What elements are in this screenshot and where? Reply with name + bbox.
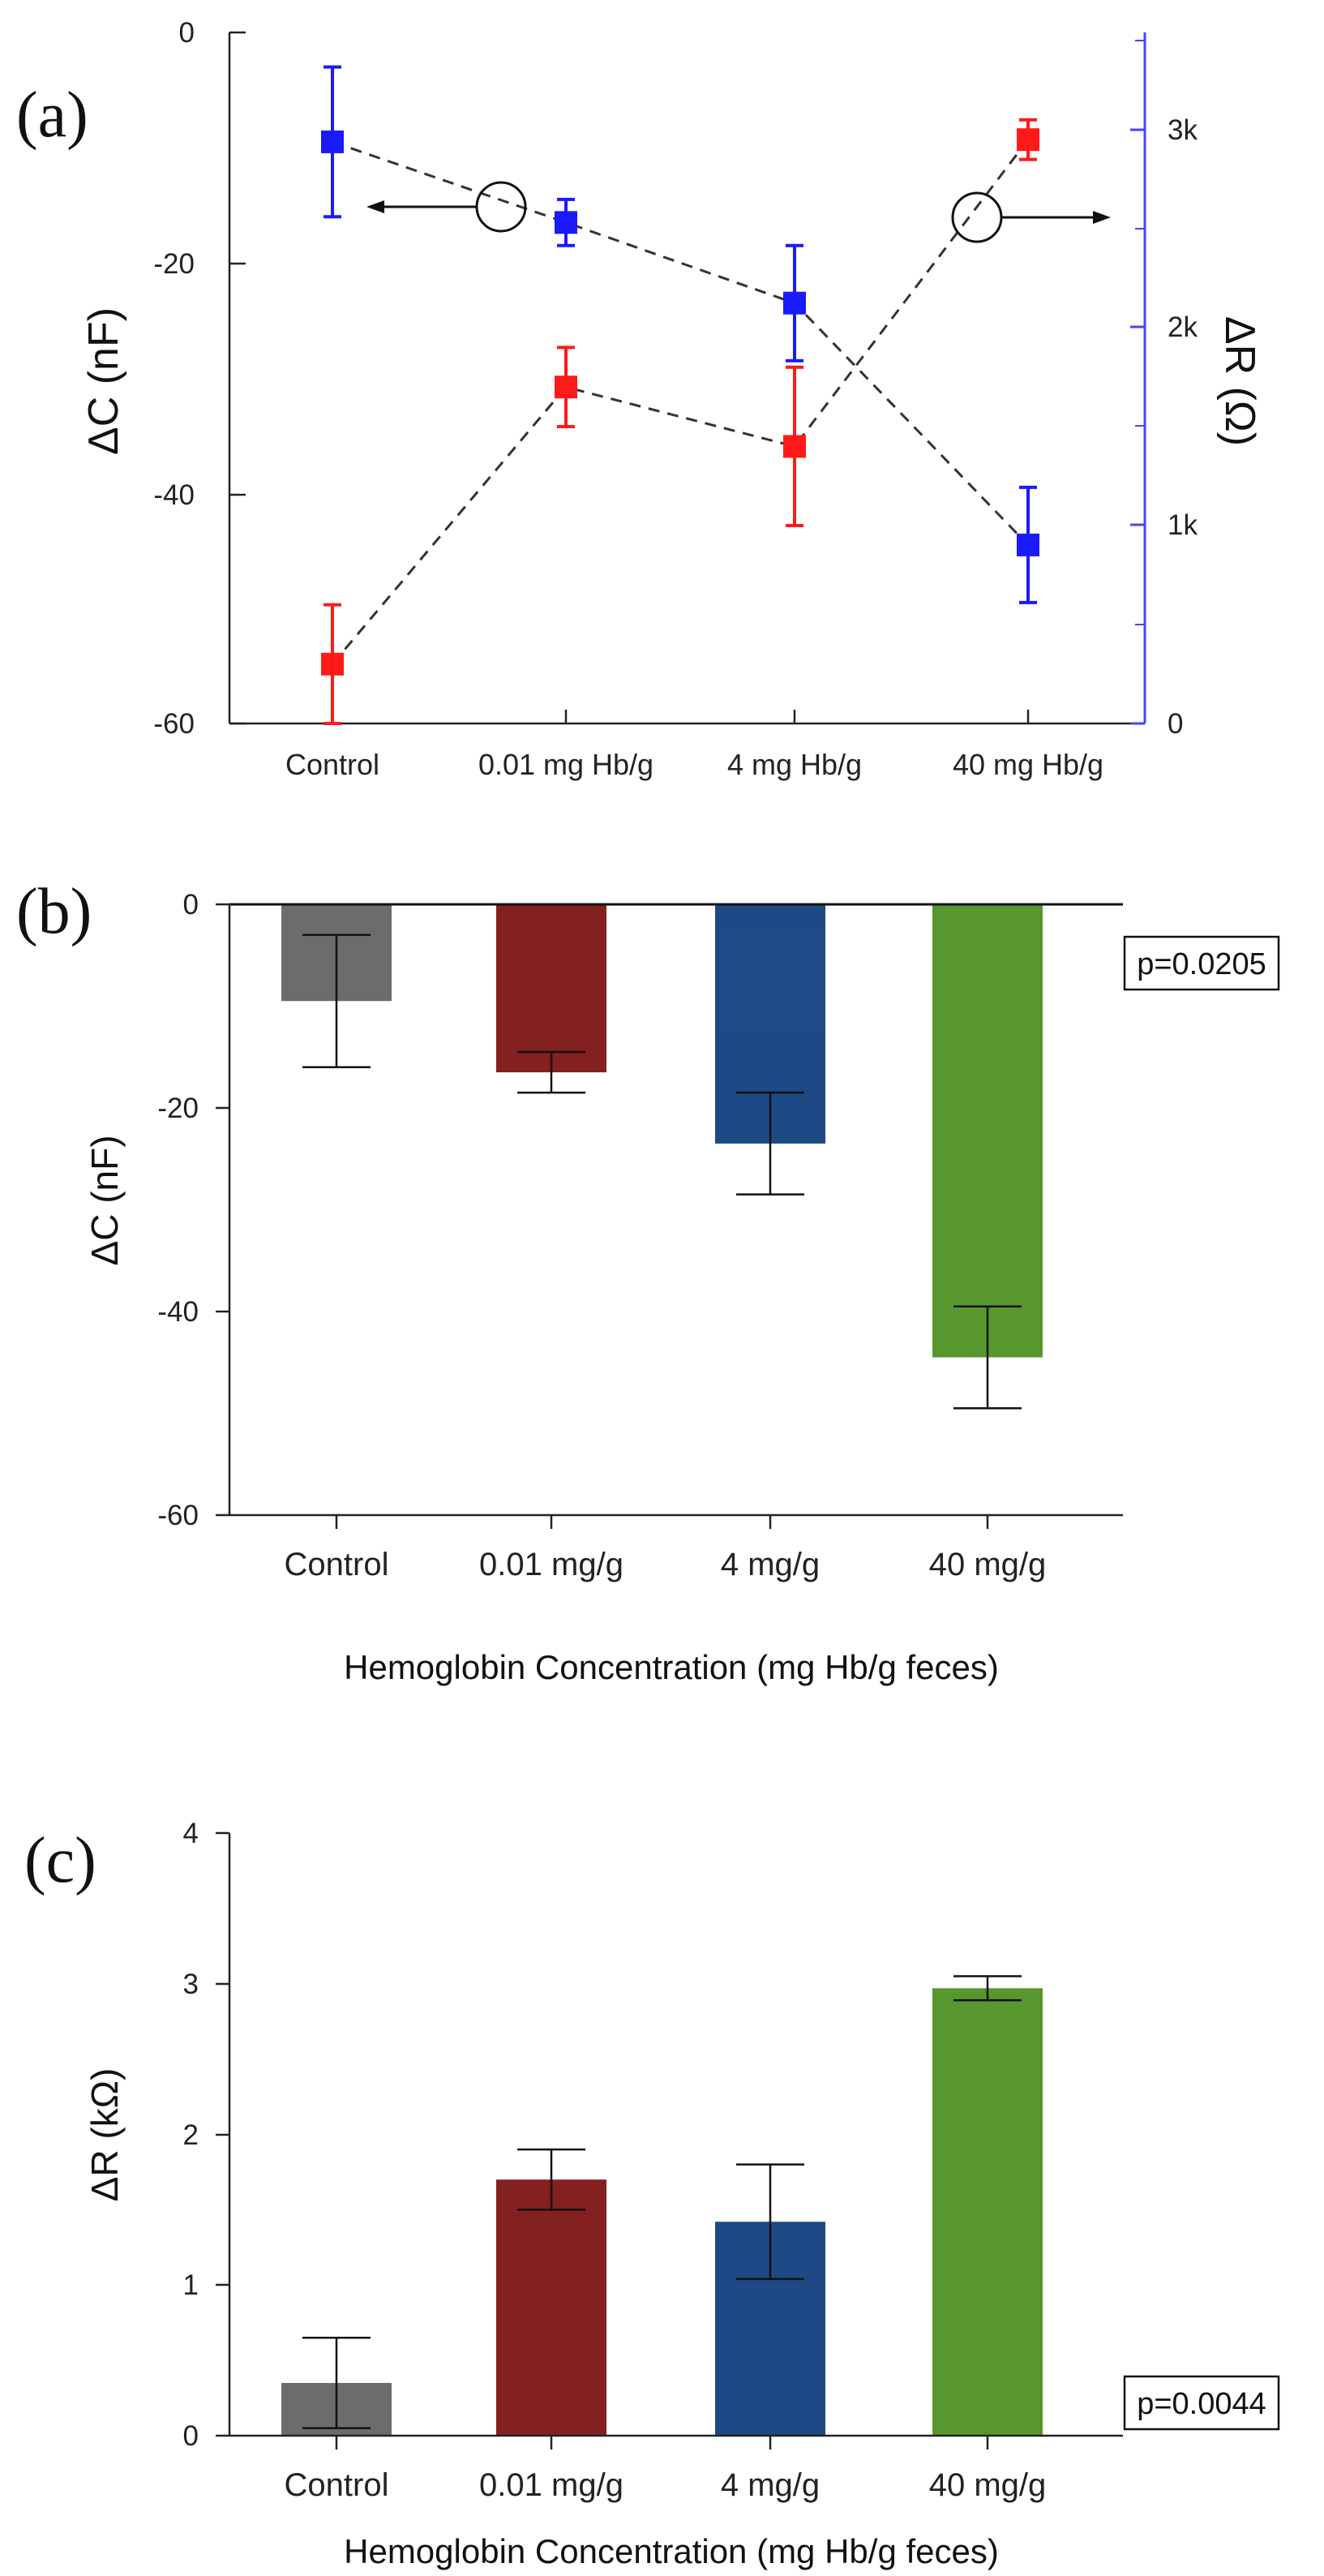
a-category-label: Control — [285, 748, 379, 781]
b-y-ticks: 0 -20 -40 -60 — [157, 889, 229, 1531]
panel-b: (b) 0 -20 -40 -60 Control 0.01 mg/g 4 mg… — [16, 876, 1280, 1686]
a-series-line-ΔC — [332, 140, 1030, 546]
arrow-right-head — [1093, 211, 1111, 224]
b-category-label: 0.01 mg/g — [479, 1547, 623, 1582]
a-left-axis-label: ΔC (nF) — [80, 307, 127, 455]
a-annotations — [366, 181, 1111, 243]
c-p-value-box — [1123, 2375, 1280, 2431]
a-right-axis-label: ΔR (Ω) — [1216, 316, 1263, 446]
a-left-tick: -40 — [153, 479, 195, 511]
a-data-point — [555, 376, 577, 399]
a-right-tick: 2k — [1168, 311, 1198, 343]
annotation-circle-right — [951, 191, 1003, 243]
c-bar — [932, 1988, 1043, 2436]
c-y-axis-label: ΔR (kΩ) — [84, 2068, 126, 2202]
c-category-label: 40 mg/g — [929, 2467, 1047, 2503]
b-x-axis-label: Hemoglobin Concentration (mg Hb/g feces) — [344, 1648, 999, 1686]
b-y-tick: -60 — [157, 1500, 199, 1531]
c-bar — [496, 2179, 606, 2436]
a-right-tick: 3k — [1168, 114, 1198, 146]
c-p-value: p=0.0044 — [1137, 2387, 1266, 2421]
b-y-axis-label: ΔC (nF) — [84, 1135, 126, 1265]
panel-a-label: (a) — [16, 79, 88, 151]
a-series-line-ΔR — [331, 139, 1030, 665]
a-left-ticks: 0 -20 -40 -60 — [153, 17, 246, 740]
b-bar-marks — [281, 904, 1043, 1410]
a-category-label: 0.01 mg Hb/g — [478, 748, 653, 781]
b-category-label: 4 mg/g — [721, 1547, 820, 1582]
a-right-tick: 0 — [1168, 708, 1183, 740]
c-category-label: 0.01 mg/g — [479, 2467, 623, 2503]
a-data-point — [555, 211, 577, 234]
a-data-point — [1017, 128, 1039, 152]
a-left-tick: -60 — [153, 708, 195, 740]
a-category-label: 4 mg Hb/g — [727, 748, 862, 781]
c-y-tick: 3 — [183, 1968, 199, 2000]
panel-c-label: (c) — [24, 1825, 96, 1896]
b-category-label: Control — [285, 1547, 389, 1582]
b-bar — [932, 904, 1043, 1358]
c-y-tick: 4 — [183, 1818, 199, 1849]
b-p-value: p=0.0205 — [1137, 947, 1266, 981]
c-y-tick: 0 — [183, 2420, 199, 2452]
c-y-tick: 2 — [183, 2119, 199, 2151]
a-category-label: 40 mg Hb/g — [953, 748, 1103, 781]
a-left-tick: 0 — [179, 17, 195, 49]
b-x-ticks: Control 0.01 mg/g 4 mg/g 40 mg/g — [285, 1515, 1047, 1582]
b-p-value-box — [1123, 935, 1280, 991]
a-series-marks — [321, 65, 1039, 725]
a-data-point — [783, 435, 806, 458]
b-y-tick: -20 — [157, 1093, 199, 1124]
c-x-ticks: Control 0.01 mg/g 4 mg/g 40 mg/g — [285, 2436, 1047, 2503]
c-category-label: 4 mg/g — [721, 2467, 820, 2503]
a-data-point — [783, 291, 806, 315]
c-x-axis-label: Hemoglobin Concentration (mg Hb/g feces) — [344, 2532, 999, 2570]
c-bar-marks — [281, 1975, 1043, 2436]
panel-b-label: (b) — [16, 876, 92, 947]
a-data-point — [321, 130, 344, 153]
panel-a: (a) 0 -20 -40 -60 0 1k 2k — [16, 17, 1263, 781]
a-left-tick: -20 — [153, 248, 195, 280]
a-data-point — [321, 652, 344, 676]
a-right-tick: 1k — [1168, 509, 1198, 541]
b-y-tick: -40 — [157, 1296, 199, 1328]
b-bar — [496, 904, 606, 1073]
c-category-label: Control — [285, 2467, 389, 2503]
b-y-tick: 0 — [183, 889, 199, 921]
c-y-tick: 1 — [183, 2269, 199, 2301]
b-category-label: 40 mg/g — [929, 1547, 1047, 1582]
panel-c: (c) 0 1 2 3 4 Control 0.01 mg/g 4 mg/g 4… — [24, 1818, 1280, 2570]
c-y-ticks: 0 1 2 3 4 — [183, 1818, 229, 2452]
a-right-ticks: 0 1k 2k 3k — [1130, 40, 1198, 740]
a-data-point — [1017, 533, 1039, 556]
arrow-left-head — [366, 200, 384, 213]
a-x-ticks: Control 0.01 mg Hb/g 4 mg Hb/g 40 mg Hb/… — [285, 710, 1103, 781]
